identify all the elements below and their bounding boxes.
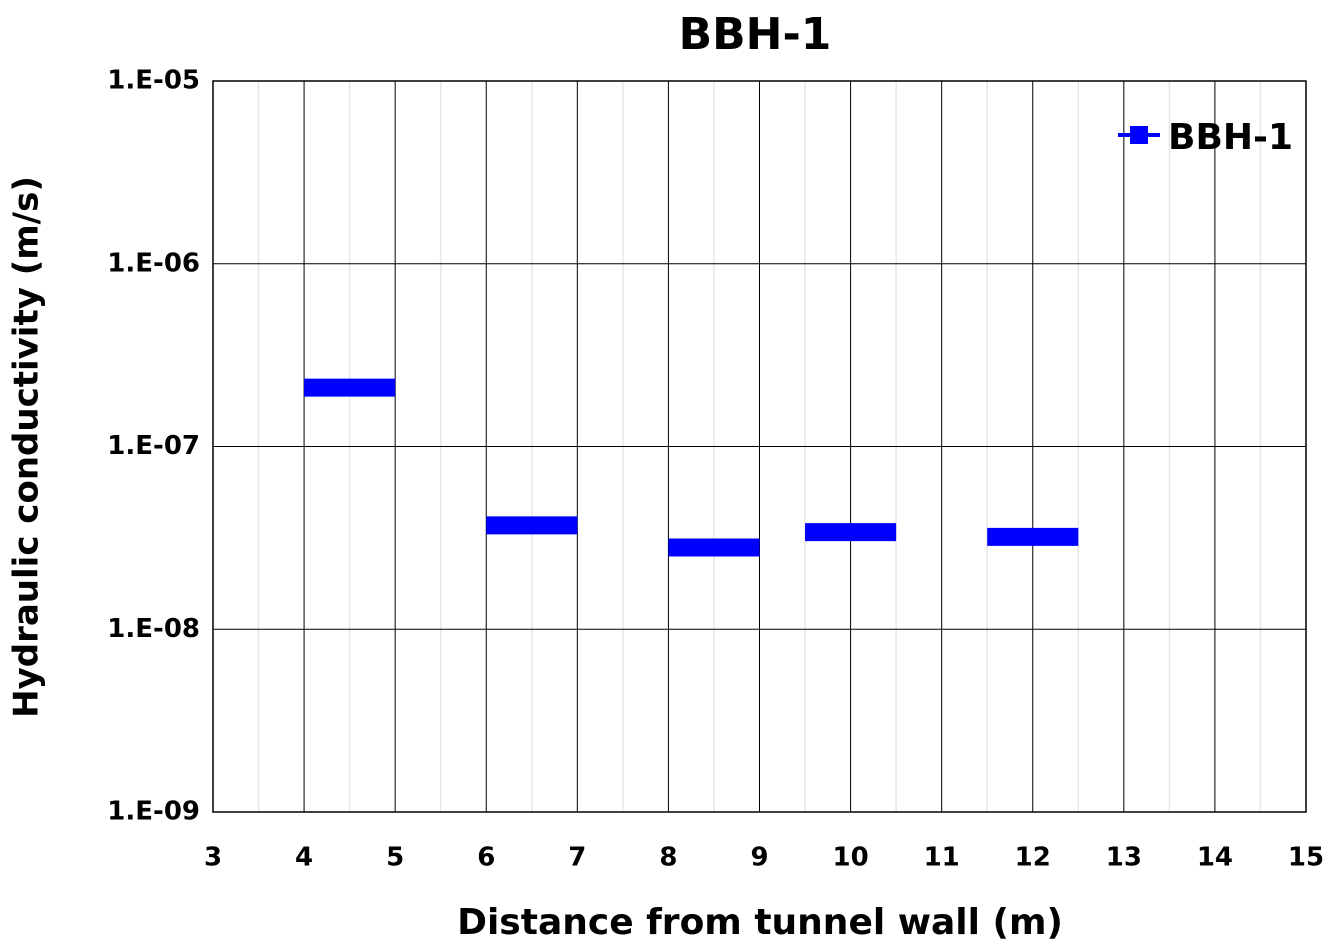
x-tick-label: 9 xyxy=(750,843,768,873)
y-tick-label: 1.E-06 xyxy=(107,248,200,278)
x-tick-label: 5 xyxy=(386,843,404,873)
y-tick-label: 1.E-07 xyxy=(107,431,200,461)
x-tick-label: 12 xyxy=(1015,843,1051,873)
x-tick-label: 4 xyxy=(295,843,313,873)
x-tick-label: 13 xyxy=(1106,843,1142,873)
x-tick-label: 7 xyxy=(568,843,586,873)
series-line xyxy=(304,378,1079,557)
x-tick-label: 8 xyxy=(659,843,677,873)
x-tick-label: 15 xyxy=(1288,843,1324,873)
y-tick-label: 1.E-05 xyxy=(107,66,200,96)
x-axis-label: Distance from tunnel wall (m) xyxy=(457,902,1063,943)
legend-label: BBH-1 xyxy=(1168,117,1293,158)
y-tick-label: 1.E-08 xyxy=(107,614,200,644)
x-tick-label: 10 xyxy=(832,843,868,873)
legend-marker xyxy=(1130,126,1148,144)
x-tick-label: 6 xyxy=(477,843,495,873)
y-tick-label: 1.E-09 xyxy=(107,797,200,827)
plot-frame xyxy=(212,80,1307,813)
chart-title: BBH-1 xyxy=(679,9,832,60)
y-axis-label: Hydraulic conductivity (m/s) xyxy=(7,176,47,718)
x-tick-label: 11 xyxy=(924,843,960,873)
x-tick-label: 3 xyxy=(204,843,222,873)
x-tick-label: 14 xyxy=(1197,843,1233,873)
